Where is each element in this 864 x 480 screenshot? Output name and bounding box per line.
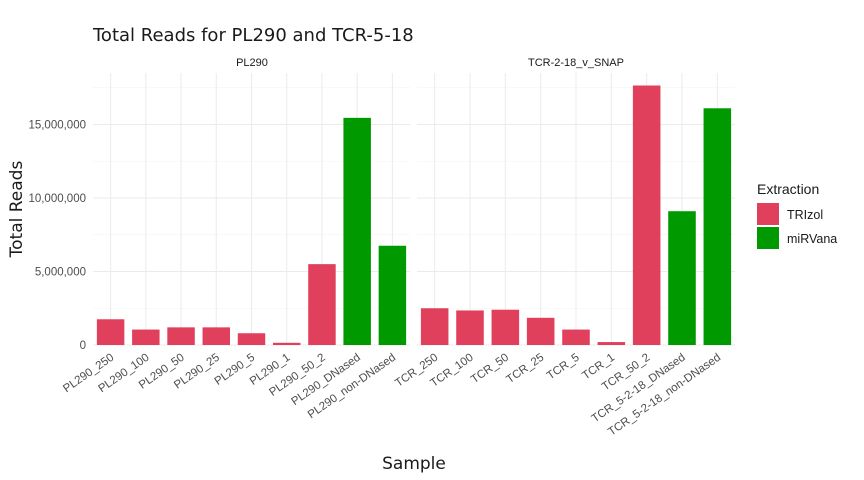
bar-tcr-50-2	[632, 85, 661, 345]
facet-label-tcr: TCR-2-18_v_SNAP	[528, 57, 624, 69]
x-axis-title: Sample	[382, 454, 446, 474]
bar-tcr-1	[597, 342, 626, 345]
bar-pl290-25	[202, 327, 231, 345]
bar-tcr-5-2-18-non-dnased	[703, 108, 732, 345]
y-axis: 0 5,000,000 10,000,000 15,000,000	[28, 119, 86, 352]
bar-tcr-250	[420, 308, 449, 345]
facet-panel-pl290: PL290_250PL290_100PL290_50PL290_25PL290_…	[61, 73, 410, 421]
bar-pl290-5	[237, 333, 266, 345]
facet-label-pl290: PL290	[236, 57, 268, 69]
legend-label-trizol: TRIzol	[787, 208, 823, 222]
y-axis-title: Total Reads	[7, 161, 27, 259]
facet-panel-tcr: TCR_250TCR_100TCR_50TCR_25TCR_5TCR_1TCR_…	[393, 73, 735, 438]
bar-pl290-non-dnased	[378, 245, 407, 345]
x-tick-label: TCR_25	[504, 352, 546, 386]
bar-pl290-dnased	[343, 117, 371, 345]
bar-pl290-1	[272, 342, 301, 345]
y-tick-label: 15,000,000	[28, 119, 86, 131]
bar-pl290-50-2	[308, 264, 336, 345]
x-tick-label: TCR_50	[469, 352, 511, 386]
bar-pl290-250	[96, 319, 125, 345]
chart-title: Total Reads for PL290 and TCR-5-18	[92, 25, 414, 46]
y-tick-label: 0	[80, 340, 86, 352]
y-tick-label: 5,000,000	[35, 266, 86, 278]
legend-title: Extraction	[757, 181, 819, 197]
y-tick-label: 10,000,000	[28, 193, 86, 205]
bar-tcr-25	[526, 317, 555, 345]
bar-tcr-50	[491, 309, 520, 345]
legend-label-mirvana: miRVana	[787, 232, 837, 246]
legend: Extraction TRIzol miRVana	[757, 181, 837, 249]
legend-swatch-trizol	[757, 203, 779, 225]
bar-tcr-100	[456, 310, 484, 345]
bar-pl290-100	[132, 329, 160, 345]
x-tick-label: TCR_5	[545, 352, 582, 383]
bar-tcr-5-2-18-dnased	[668, 211, 696, 345]
bar-pl290-50	[167, 327, 195, 345]
bar-tcr-5	[562, 329, 590, 345]
legend-swatch-mirvana	[757, 227, 779, 249]
